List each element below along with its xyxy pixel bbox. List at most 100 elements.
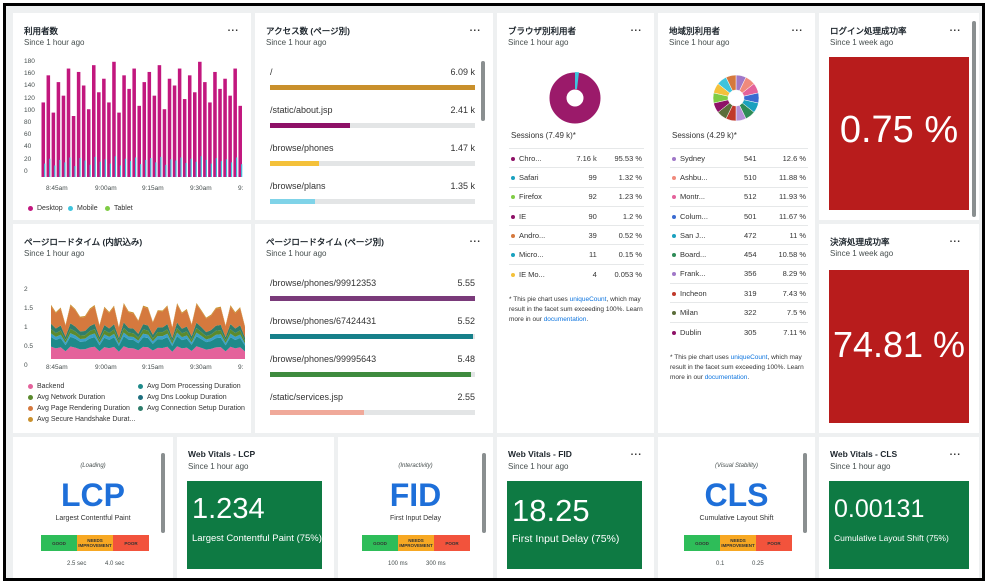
region-table: Sydney 541 12.6 % Ashbu... 510 11.88 % Montr..…	[670, 147, 808, 342]
table-row[interactable]: Incheon 319 7.43 %	[670, 283, 808, 303]
table-row[interactable]: IE Mo... 4 0.053 %	[509, 263, 644, 284]
legend-label: Avg Dns Lookup Duration	[147, 394, 227, 401]
bar-mobile	[175, 160, 177, 177]
widget-menu-button[interactable]: ...	[791, 23, 803, 34]
legend-item[interactable]: Tablet	[105, 205, 133, 212]
table-row[interactable]: Milan 322 7.5 %	[670, 302, 808, 323]
widget-title: 決済処理成功率	[830, 237, 890, 247]
bar-mobile	[150, 158, 152, 177]
bar-mobile	[195, 161, 197, 177]
legend-item[interactable]: Desktop	[28, 205, 63, 212]
bar-fill	[270, 199, 316, 204]
widget-subtitle: Since 1 hour ago	[830, 462, 891, 471]
bar	[203, 82, 207, 177]
legend-item[interactable]: Avg Page Rendering Duration	[28, 405, 130, 412]
note-text: , which may result in the facet sum exce…	[509, 296, 643, 323]
legend-item[interactable]: Avg Dns Lookup Duration	[138, 394, 227, 401]
scrollbar[interactable]	[803, 453, 807, 533]
facet-count: 501	[732, 205, 759, 226]
bar-list-item[interactable]: /browse/phones/67424431 5.52	[270, 316, 475, 339]
bar-mobile	[170, 159, 172, 177]
note-link[interactable]: uniqueCount	[569, 296, 607, 303]
cls-info-widget: (Visual Stability) CLS Cumulative Layout…	[658, 437, 815, 578]
bar	[152, 95, 157, 177]
legend-item[interactable]: Avg Secure Handshake Durat...	[28, 416, 135, 423]
widget-title: ブラウザ別利用者	[508, 26, 577, 36]
facet-swatch	[511, 156, 515, 161]
table-row[interactable]: Andro... 39 0.52 %	[509, 225, 644, 245]
scrollbar[interactable]	[482, 453, 486, 533]
billboard-tile: 1.234 Largest Contentful Paint (75%)	[187, 481, 322, 569]
scale-poor: POOR	[756, 535, 792, 551]
documentation-link[interactable]: documentation	[704, 374, 748, 381]
widget-menu-button[interactable]: ...	[949, 234, 961, 245]
threshold-2: 300 ms	[426, 561, 446, 567]
widget-menu-button[interactable]: ...	[949, 447, 961, 458]
item-value: 5.48	[457, 354, 475, 364]
facet-percent: 12.6 %	[758, 147, 808, 168]
documentation-link[interactable]: documentation	[543, 316, 587, 323]
region-donut-chart	[712, 74, 760, 122]
scrollbar[interactable]	[161, 453, 165, 533]
facet-name-cell: Ashbu...	[670, 167, 733, 188]
bar-list-item[interactable]: /browse/phones 1.47 k	[270, 143, 475, 166]
table-row[interactable]: Sydney 541 12.6 %	[670, 147, 808, 168]
widget-menu-button[interactable]: ...	[469, 234, 481, 245]
bar-mobile	[205, 159, 207, 177]
legend-item[interactable]: Avg Connection Setup Duration	[138, 405, 245, 412]
scrollbar[interactable]	[481, 61, 485, 121]
area-series	[51, 304, 245, 339]
scale-needs-improvement: NEEDS IMPROVEMENT	[398, 535, 434, 551]
table-row[interactable]: Chro... 7.16 k 95.53 %	[509, 147, 644, 168]
item-label: /browse/phones/67424431	[270, 316, 377, 326]
facet-swatch	[672, 195, 676, 200]
y-tick: 160	[24, 70, 35, 78]
bar-list-item[interactable]: /static/services.jsp 2.55	[270, 392, 475, 415]
widget-subtitle: Since 1 hour ago	[266, 249, 327, 258]
bar-list-item[interactable]: / 6.09 k	[270, 67, 475, 90]
table-row[interactable]: Montr... 512 11.93 %	[670, 186, 808, 207]
table-row[interactable]: Ashbu... 510 11.88 %	[670, 167, 808, 188]
table-row[interactable]: Safari 99 1.32 %	[509, 167, 644, 188]
item-value: 1.35 k	[450, 181, 475, 191]
facet-count: 4	[563, 263, 599, 284]
area-series	[51, 322, 245, 342]
widget-menu-button[interactable]: ...	[630, 447, 642, 458]
bar-list-item[interactable]: /browse/plans 1.35 k	[270, 181, 475, 204]
bar-mobile	[220, 161, 223, 177]
table-row[interactable]: Micro... 11 0.15 %	[509, 244, 644, 265]
bar-mobile	[140, 164, 142, 177]
bar	[61, 95, 66, 177]
legend-swatch	[68, 205, 73, 211]
legend-item[interactable]: Mobile	[68, 205, 98, 212]
bar-list-item[interactable]: /browse/phones/99912353 5.55	[270, 278, 475, 301]
widget-menu-button[interactable]: ...	[630, 23, 642, 34]
table-row[interactable]: Dublin 305 7.11 %	[670, 321, 808, 342]
legend-item[interactable]: Backend	[28, 383, 64, 390]
scale-poor: POOR	[434, 535, 470, 551]
widget-menu-button[interactable]: ...	[469, 23, 481, 34]
widget-menu-button[interactable]: ...	[949, 23, 961, 34]
note-link[interactable]: uniqueCount	[730, 354, 768, 361]
table-row[interactable]: Board... 454 10.58 %	[670, 244, 808, 265]
phase-label: (Loading)	[80, 463, 106, 469]
table-row[interactable]: IE 90 1.2 %	[509, 205, 644, 226]
bar-fill	[270, 161, 320, 166]
legend-item[interactable]: Avg Network Duration	[28, 394, 105, 401]
table-row[interactable]: Frank... 356 8.29 %	[670, 263, 808, 284]
facet-swatch	[672, 175, 676, 180]
widget-menu-button[interactable]: ...	[227, 23, 239, 34]
bar	[147, 71, 152, 177]
table-row[interactable]: Colum... 501 11.67 %	[670, 205, 808, 226]
table-row[interactable]: Firefox 92 1.23 %	[509, 186, 644, 207]
facet-percent: 7.43 %	[758, 283, 808, 303]
facet-name-cell: Sydney	[670, 147, 733, 168]
facet-percent: 7.11 %	[758, 321, 808, 342]
sessions-label: Sessions (7.49 k)*	[511, 131, 576, 140]
bar-list-item[interactable]: /static/about.jsp 2.41 k	[270, 105, 475, 128]
bar-list-item[interactable]: /browse/phones/99995643 5.48	[270, 354, 475, 377]
facet-swatch	[672, 330, 676, 335]
legend-item[interactable]: Avg Dom Processing Duration	[138, 383, 241, 390]
page-scrollbar[interactable]	[972, 21, 976, 217]
table-row[interactable]: San J... 472 11 %	[670, 225, 808, 245]
